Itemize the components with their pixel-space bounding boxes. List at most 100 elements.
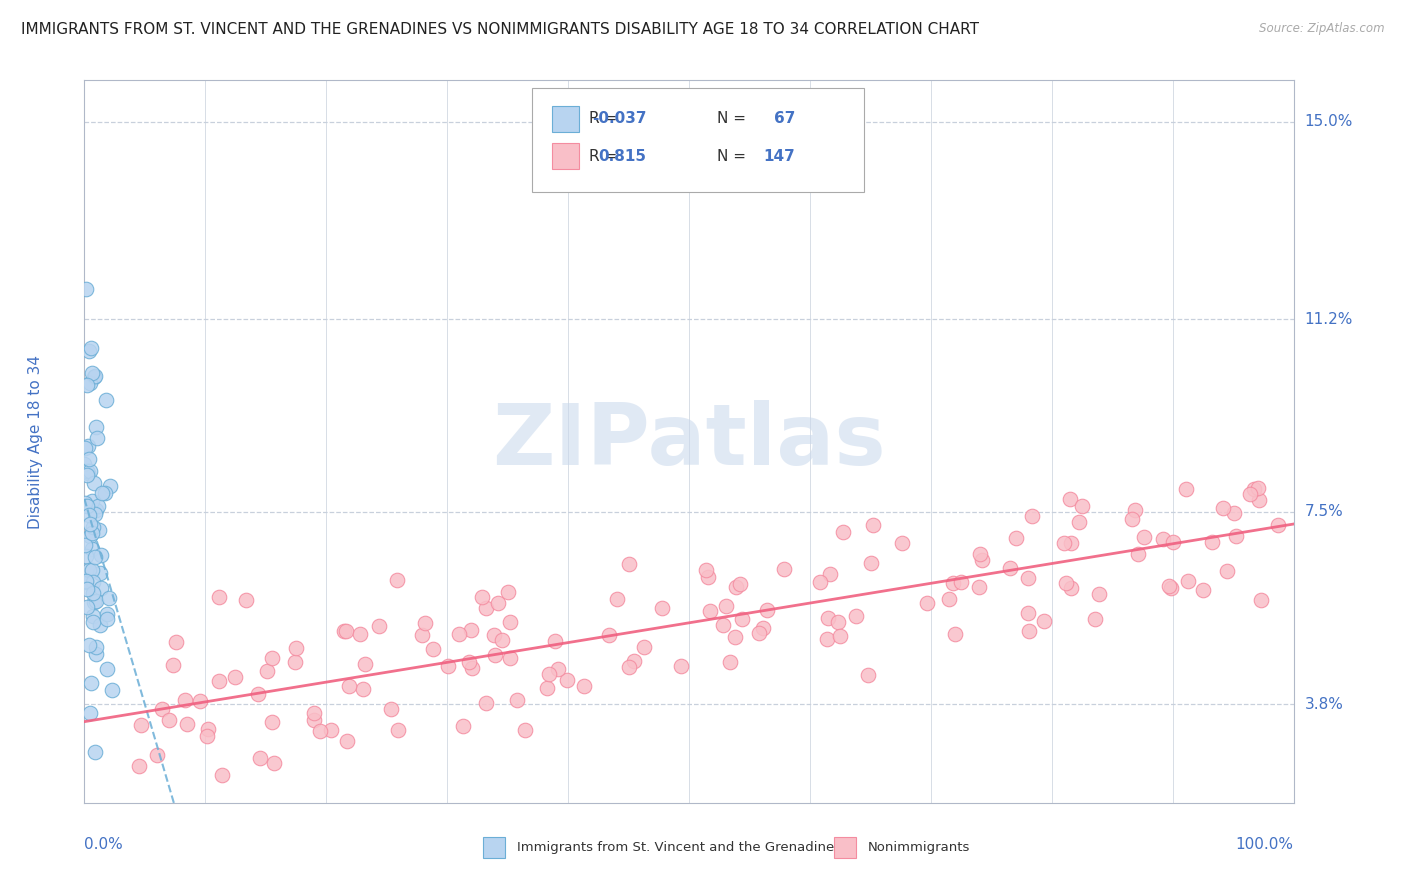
Point: [368, 619, 391, 633]
Point: [195, 729, 218, 743]
Point: [1021, 508, 1043, 523]
Point: [387, 574, 409, 588]
Point: [82, 542, 104, 557]
Point: [77, 438, 100, 452]
Point: [80, 341, 103, 355]
Point: [967, 580, 990, 594]
Point: [84, 420, 107, 434]
Point: [714, 599, 737, 613]
Point: [75, 442, 97, 456]
Point: [246, 687, 269, 701]
Point: [695, 563, 717, 577]
Text: ZIPatlas: ZIPatlas: [492, 400, 886, 483]
Point: [1017, 571, 1039, 585]
Point: [235, 593, 257, 607]
FancyBboxPatch shape: [553, 143, 579, 169]
Point: [174, 693, 197, 707]
Point: [623, 654, 645, 668]
Point: [422, 642, 444, 657]
Point: [162, 658, 184, 673]
Point: [669, 659, 692, 673]
Point: [84, 647, 107, 661]
Point: [1175, 482, 1198, 496]
Point: [260, 651, 283, 665]
Point: [84, 369, 107, 384]
Point: [547, 662, 569, 676]
Text: IMMIGRANTS FROM ST. VINCENT AND THE GRENADINES VS NONIMMIGRANTS DISABILITY AGE 1: IMMIGRANTS FROM ST. VINCENT AND THE GREN…: [21, 22, 979, 37]
Point: [150, 702, 173, 716]
Point: [537, 667, 560, 681]
Point: [725, 580, 748, 594]
Point: [1123, 503, 1146, 517]
Point: [1005, 531, 1028, 545]
Point: [499, 650, 522, 665]
Point: [856, 668, 879, 682]
Point: [97, 591, 120, 605]
Point: [482, 627, 505, 641]
Point: [302, 706, 325, 721]
Point: [1247, 492, 1270, 507]
Point: [256, 664, 278, 678]
Point: [862, 517, 884, 532]
Point: [1053, 536, 1076, 550]
Point: [915, 597, 938, 611]
Point: [696, 570, 718, 584]
Point: [651, 601, 673, 615]
Text: R =: R =: [589, 112, 617, 126]
Point: [91, 485, 114, 500]
Point: [188, 694, 211, 708]
Point: [633, 640, 655, 655]
Point: [87, 524, 110, 538]
Point: [1084, 612, 1107, 626]
Point: [1177, 574, 1199, 589]
Text: 15.0%: 15.0%: [1305, 114, 1353, 129]
Point: [302, 713, 325, 727]
Point: [80, 366, 103, 380]
FancyBboxPatch shape: [484, 837, 505, 858]
Point: [845, 609, 868, 624]
Point: [718, 656, 741, 670]
Point: [484, 648, 506, 662]
Point: [830, 629, 852, 643]
Point: [1201, 535, 1223, 549]
Point: [197, 722, 219, 736]
Point: [773, 562, 796, 576]
Point: [491, 632, 513, 647]
Point: [972, 553, 994, 567]
Text: 3.8%: 3.8%: [1305, 697, 1344, 712]
Point: [76, 500, 98, 514]
Point: [77, 466, 100, 480]
Point: [84, 744, 107, 758]
Point: [1160, 581, 1182, 595]
Point: [606, 592, 628, 607]
FancyBboxPatch shape: [834, 837, 856, 858]
Point: [1152, 533, 1174, 547]
Point: [145, 748, 167, 763]
Point: [471, 590, 494, 604]
Point: [1060, 581, 1083, 595]
Point: [211, 768, 233, 782]
Point: [79, 376, 101, 391]
Point: [249, 751, 271, 765]
Point: [699, 604, 721, 618]
Point: [157, 713, 180, 727]
Point: [165, 634, 187, 648]
Point: [458, 655, 481, 669]
Point: [77, 638, 100, 652]
Point: [572, 679, 595, 693]
Text: 11.2%: 11.2%: [1305, 312, 1353, 326]
Point: [943, 626, 966, 640]
Point: [998, 561, 1021, 575]
Point: [387, 723, 409, 737]
Point: [84, 593, 107, 607]
Point: [83, 476, 105, 491]
Point: [1161, 535, 1184, 549]
Point: [447, 626, 470, 640]
Point: [89, 618, 111, 632]
Point: [756, 603, 779, 617]
Point: [96, 393, 118, 408]
Point: [93, 486, 115, 500]
Text: N =: N =: [717, 112, 745, 126]
Text: Source: ZipAtlas.com: Source: ZipAtlas.com: [1260, 22, 1385, 36]
Point: [832, 525, 855, 540]
